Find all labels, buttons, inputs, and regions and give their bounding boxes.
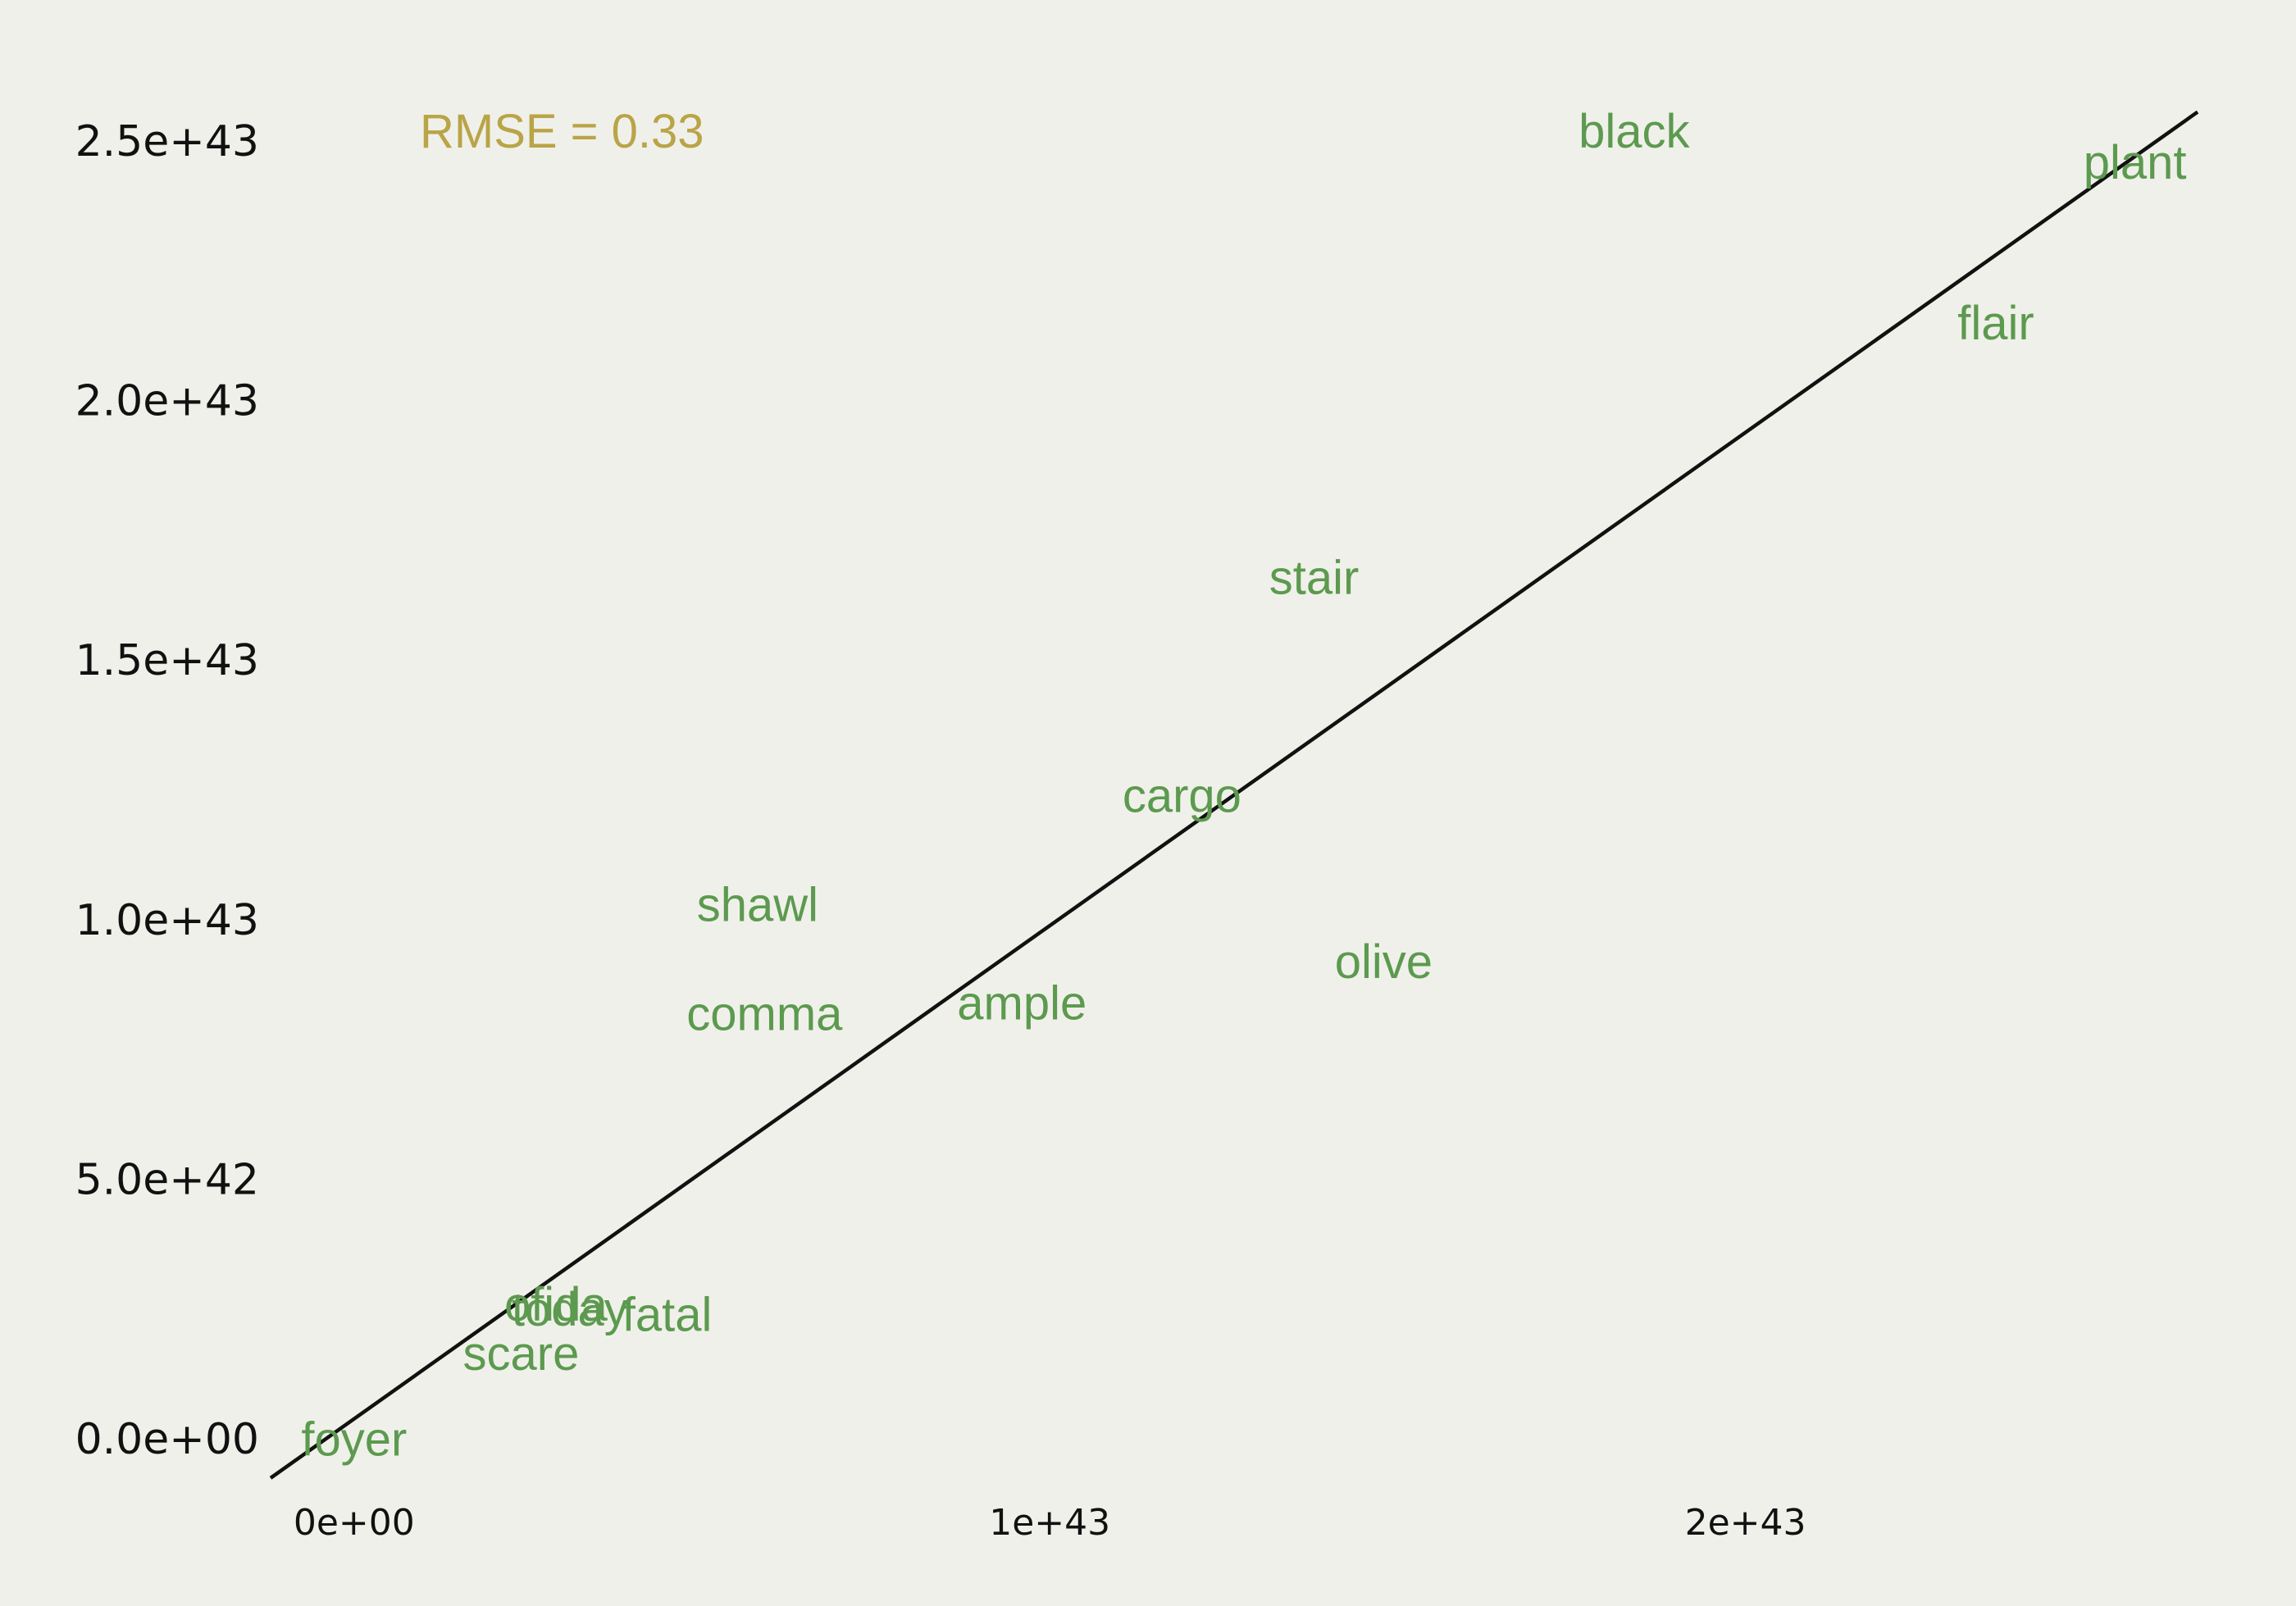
y-tick-label: 2.5e+43 [75,117,259,166]
y-tick-label: 2.0e+43 [75,377,259,426]
point-label-scare: scare [463,1327,580,1381]
x-axis-tick-labels: 0e+00 1e+43 2e+43 [294,1502,1806,1544]
point-label-shawl: shawl [697,878,818,931]
point-label-ofida: ofida [504,1278,608,1331]
fit-line [269,110,2199,1480]
y-axis-tick-labels: 0.0e+00 5.0e+42 1.0e+43 1.5e+43 2.0e+43 2.5e+… [75,117,259,1464]
point-label-flair: flair [1957,297,2034,350]
point-label-comma: comma [686,987,843,1040]
point-label-stair: stair [1269,551,1360,604]
y-tick-label: 0.0e+00 [75,1415,259,1464]
x-tick-label: 2e+43 [1685,1502,1806,1544]
point-label-cargo: cargo [1123,769,1241,822]
point-label-plant: plant [2084,136,2187,189]
point-label-foyer: foyer [301,1413,407,1467]
point-label-olive: olive [1335,935,1433,989]
rmse-annotation: RMSE = 0.33 [420,105,704,158]
x-tick-label: 0e+00 [294,1502,415,1544]
point-label-today: today [512,1283,628,1336]
x-tick-label: 1e+43 [989,1502,1110,1544]
y-tick-label: 1.5e+43 [75,636,259,685]
point-label-ample: ample [957,977,1086,1030]
point-label-fatal: fatal [622,1289,713,1342]
y-tick-label: 1.0e+43 [75,896,259,945]
point-label-black: black [1578,105,1690,158]
y-tick-label: 5.0e+42 [75,1155,259,1204]
